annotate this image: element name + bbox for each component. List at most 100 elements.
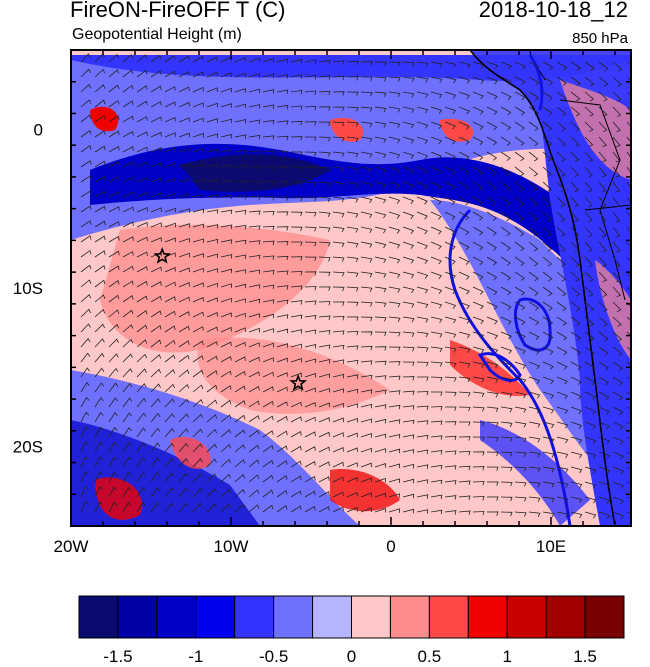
wind-barb — [178, 340, 190, 348]
wind-barb — [108, 115, 120, 123]
wind-barb — [360, 91, 373, 97]
wind-barb — [360, 492, 372, 498]
wind-barb — [122, 456, 132, 468]
wind-barb — [388, 61, 401, 67]
wind-barb — [528, 451, 541, 458]
wind-barb — [626, 361, 631, 366]
wind-barb — [556, 91, 567, 102]
wind-barb — [346, 226, 359, 233]
wind-barb — [276, 226, 289, 231]
wind-barb — [528, 346, 540, 355]
wind-barb — [276, 505, 288, 513]
wind-barb — [402, 61, 415, 67]
wind-barb — [192, 369, 204, 378]
wind-barb — [584, 106, 594, 117]
wind-barb — [472, 451, 485, 456]
wind-barb — [514, 61, 526, 70]
wind-barb — [108, 235, 120, 243]
wind-barb — [332, 106, 345, 112]
wind-barb — [192, 399, 204, 408]
wind-barb — [178, 354, 190, 363]
wind-barb — [598, 301, 608, 312]
wind-barb — [136, 266, 148, 273]
wind-barb — [486, 61, 499, 69]
wind-barb — [374, 389, 387, 395]
wind-barb — [276, 430, 288, 438]
wind-barb — [374, 346, 387, 351]
wind-barb — [248, 180, 261, 185]
wind-barb — [500, 76, 512, 85]
wind-barb — [458, 331, 471, 339]
wind-barb — [444, 91, 457, 99]
wind-barb — [598, 196, 607, 208]
wind-barb — [528, 511, 541, 517]
wind-barb — [248, 327, 260, 333]
wind-barb — [556, 421, 569, 429]
wind-barb — [136, 383, 147, 393]
wind-barb — [542, 211, 552, 222]
wind-barb — [486, 391, 499, 398]
wind-barb — [346, 507, 358, 513]
wind-barb — [612, 421, 624, 430]
wind-barb — [584, 376, 596, 386]
wind-barb — [388, 76, 401, 82]
wind-barb — [430, 509, 443, 515]
wind-barb — [402, 316, 415, 323]
wind-barb — [556, 406, 569, 414]
wind-barb — [192, 384, 204, 393]
wind-barb — [234, 429, 246, 438]
wind-barb — [150, 162, 162, 168]
wind-barb — [304, 166, 317, 172]
wind-barb — [290, 314, 303, 320]
wind-barb — [458, 256, 470, 265]
wind-barb — [416, 211, 428, 220]
wind-barb — [542, 241, 552, 252]
wind-barb — [304, 416, 316, 423]
wind-barb — [276, 386, 288, 393]
wind-barb — [388, 181, 401, 189]
wind-barb — [346, 136, 359, 143]
wind-barb — [262, 415, 274, 423]
wind-barb — [556, 286, 567, 297]
wind-barb — [514, 121, 525, 131]
wind-barb — [444, 450, 457, 455]
wind-barb — [514, 391, 527, 399]
wind-barb — [206, 209, 219, 214]
wind-barb — [584, 166, 593, 178]
wind-barb — [570, 436, 583, 444]
wind-barb — [486, 271, 498, 281]
wind-barb — [472, 76, 485, 84]
wind-barb — [122, 382, 133, 393]
wind-barb — [164, 442, 175, 453]
wind-barb — [248, 119, 261, 124]
wind-barb — [108, 280, 120, 288]
wind-barb — [318, 387, 330, 393]
wind-barb — [262, 342, 274, 348]
wind-barb — [136, 472, 146, 483]
wind-barb — [262, 284, 275, 290]
wind-barb — [444, 316, 457, 324]
colorbar-swatch — [312, 595, 353, 639]
wind-barb — [430, 61, 443, 68]
wind-barb — [542, 496, 555, 503]
wind-barb — [458, 166, 470, 176]
wind-barb — [444, 196, 456, 206]
wind-barb — [430, 494, 443, 500]
wind-barb — [584, 286, 594, 297]
wind-barb — [290, 285, 303, 290]
wind-barb — [94, 367, 105, 378]
wind-barb — [388, 448, 401, 454]
wind-barb — [374, 375, 387, 380]
wind-barb — [136, 146, 148, 153]
wind-barb — [486, 361, 499, 369]
wind-barb — [542, 166, 552, 177]
wind-barb — [416, 271, 429, 279]
wind-barb — [178, 237, 190, 243]
wind-barb — [108, 486, 118, 498]
wind-barb — [388, 271, 401, 279]
wind-barb — [584, 346, 595, 356]
wind-barb — [374, 226, 387, 234]
wind-barb — [416, 420, 429, 425]
wind-barb — [80, 264, 92, 273]
wind-barb — [262, 165, 275, 171]
